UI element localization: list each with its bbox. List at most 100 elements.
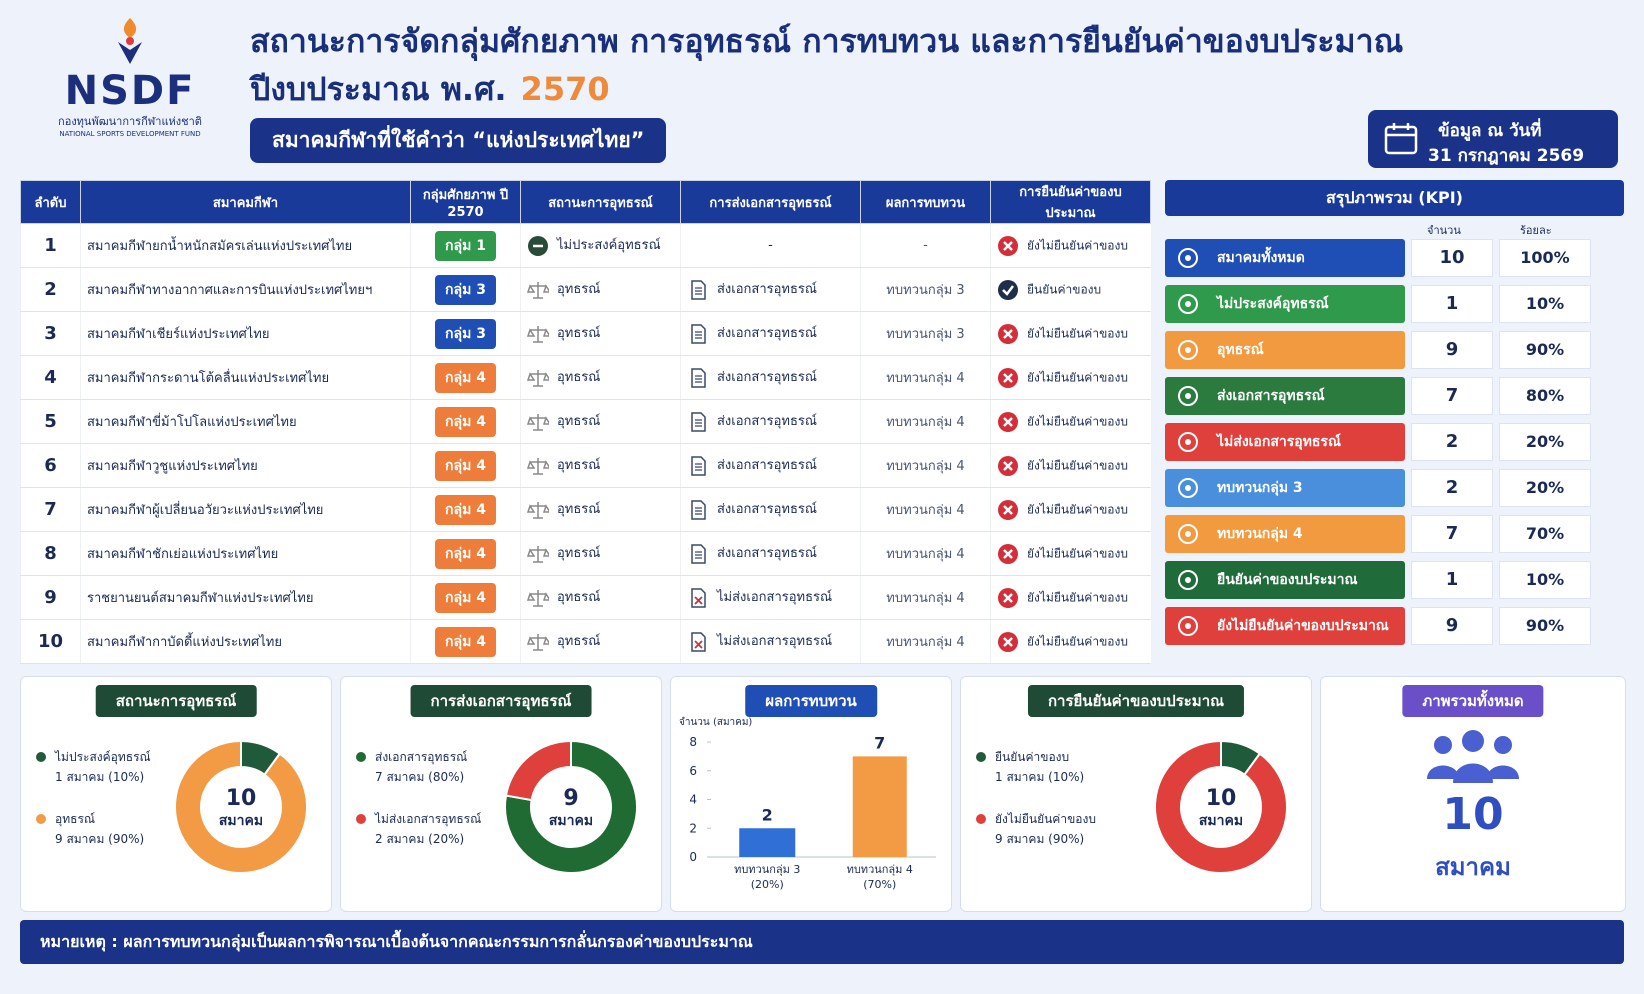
association-name: สมาคมกีฬากาบัดดี้แห่งประเทศไทย (80, 619, 411, 664)
logo: NSDF กองทุนพัฒนาการกีฬาแห่งชาติ NATIONAL… (30, 14, 230, 138)
icon (691, 500, 706, 520)
icon (1178, 524, 1198, 544)
icon (691, 280, 706, 300)
confirmation-cell: ยังไม่ยืนยันค่าของบ (990, 399, 1151, 444)
icon-head (1434, 736, 1452, 754)
calendar-icon (1384, 123, 1418, 155)
x-tick-share: (70%) (863, 878, 896, 891)
kpi-icon (1177, 247, 1207, 269)
row-number: 9 (20, 575, 81, 620)
legend-label: ไม่ประสงค์อุทธรณ์ (54, 750, 151, 765)
x-tick-share: (20%) (751, 878, 784, 891)
title-fiscal: ปีงบประมาณ พ.ศ. (250, 70, 507, 108)
kpi-percent: 100% (1499, 239, 1591, 277)
document-cell: ส่งเอกสารอุทธรณ์ (680, 311, 861, 356)
confirmation-cell: ยังไม่ยืนยันค่าของบ (990, 619, 1151, 664)
appeal-status: อุทธรณ์ (557, 458, 601, 474)
icon-part (1003, 592, 1013, 603)
column-header: สถานะการอุทธรณ์ (520, 180, 681, 224)
icon-part (1178, 248, 1198, 268)
review-cell: ทบทวนกลุ่ม 4 (860, 443, 991, 488)
appeal-status: อุทธรณ์ (557, 546, 601, 562)
document-cell: ไม่ส่งเอกสารอุทธรณ์ (680, 575, 861, 620)
icon (998, 543, 1018, 564)
review-result: ทบทวนกลุ่ม 4 (886, 459, 965, 474)
icon (526, 413, 552, 431)
y-tick-label: 2 (689, 821, 697, 835)
bar (739, 828, 796, 857)
icon-part (1185, 577, 1191, 583)
table-row: 5 สมาคมกีฬาขี่ม้าโปโลแห่งประเทศไทย กลุ่ม 4… (20, 399, 1151, 444)
confirmation-cell: ยืนยันค่าของบ (990, 267, 1151, 312)
appeal-status: อุทธรณ์ (557, 282, 601, 298)
legend-dot (976, 814, 986, 824)
icon (691, 368, 706, 388)
bar-value: 7 (874, 733, 885, 752)
title-line2: ปีงบประมาณ พ.ศ. 2570 (250, 64, 610, 115)
appeal-cell: อุทธรณ์ (520, 443, 681, 488)
group-cell: กลุ่ม 4 (410, 531, 521, 576)
icon-part (1003, 548, 1013, 559)
kpi-row: ทบทวนกลุ่ม 4 7 70% (1165, 514, 1624, 554)
group-badge: กลุ่ม 3 (435, 274, 496, 305)
kpi-icon (1177, 385, 1207, 407)
kpi-label: ไม่ส่งเอกสารอุทธรณ์ (1217, 434, 1341, 450)
icon (691, 588, 706, 608)
icon (998, 587, 1018, 608)
table-row: 1 สมาคมกีฬายกน้ำหนักสมัครเล่นแห่งประเทศไท… (20, 223, 1151, 268)
center-value: 9 (563, 786, 578, 811)
icon-part (526, 501, 552, 519)
icon (691, 324, 706, 344)
appeal-status: อุทธรณ์ (557, 326, 601, 342)
icon (1178, 340, 1198, 360)
donut-chart: ยืนยันค่าของบ 1 สมาคม (10%) ยังไม่ยืนยันค่… (976, 739, 1288, 874)
table-row: 3 สมาคมกีฬาเชียร์แห่งประเทศไทย กลุ่ม 3 อุทธ… (20, 311, 1151, 356)
kpi-percent: 90% (1499, 331, 1591, 369)
icon (691, 456, 706, 476)
legend-label: อุทธรณ์ (55, 812, 95, 827)
document-status: ไม่ส่งเอกสารอุทธรณ์ (717, 590, 833, 606)
association-name: สมาคมกีฬาชักเย่อแห่งประเทศไทย (80, 531, 411, 576)
center-value: 10 (226, 786, 257, 811)
review-result: ทบทวนกลุ่ม 3 (886, 283, 965, 298)
kpi-percent: 70% (1499, 515, 1591, 553)
confirmation-cell: ยังไม่ยืนยันค่าของบ (990, 223, 1151, 268)
kpi-row: สมาคมทั้งหมด 10 100% (1165, 238, 1624, 278)
icon (998, 631, 1018, 652)
kpi-label: ทบทวนกลุ่ม 3 (1217, 480, 1303, 496)
document-cell: - (680, 223, 861, 268)
logo-text: NSDF (64, 68, 196, 114)
icon-part (691, 632, 706, 652)
appeal-cell: อุทธรณ์ (520, 531, 681, 576)
icon-part (1003, 240, 1013, 251)
icon-body (1487, 765, 1519, 779)
kpi-row: ยืนยันค่าของบประมาณ 1 10% (1165, 560, 1624, 600)
kpi-percent: 10% (1499, 285, 1591, 323)
icon (998, 499, 1018, 520)
legend-label: ส่งเอกสารอุทธรณ์ (375, 750, 467, 765)
confirmation-status: ยังไม่ยืนยันค่าของบ (1027, 634, 1128, 648)
date-value: 31 กรกฎาคม 2569 (1428, 146, 1585, 166)
icon (526, 545, 552, 563)
icon-part (526, 281, 552, 299)
association-name: สมาคมกีฬายกน้ำหนักสมัครเล่นแห่งประเทศไทย (80, 223, 411, 268)
group-cell: กลุ่ม 3 (410, 311, 521, 356)
kpi-icon (1177, 293, 1207, 315)
document-cell: ส่งเอกสารอุทธรณ์ (680, 399, 861, 444)
kpi-count: 7 (1411, 515, 1493, 553)
confirmation-status: ยังไม่ยืนยันค่าของบ (1027, 238, 1128, 252)
icon (526, 325, 552, 343)
icon (998, 323, 1018, 344)
kpi-label: สมาคมทั้งหมด (1217, 250, 1305, 266)
kpi-percent: 20% (1499, 423, 1591, 461)
legend-dot (976, 752, 986, 762)
confirmation-cell: ยังไม่ยืนยันค่าของบ (990, 575, 1151, 620)
column-header: การยืนยันค่าของบประมาณ (990, 180, 1151, 224)
association-name: สมาคมกีฬาผู้เปลี่ยนอวัยวะแห่งประเทศไทย (80, 487, 411, 532)
kpi-label-box: อุทธรณ์ (1165, 331, 1405, 369)
y-tick-label: 4 (689, 793, 697, 807)
table-row: 10 สมาคมกีฬากาบัดดี้แห่งประเทศไทย กลุ่ม 4 อ… (20, 619, 1151, 664)
review-cell: ทบทวนกลุ่ม 4 (860, 575, 991, 620)
overview-panel: ภาพรวมทั้งหมด 10 สมาคม (1320, 676, 1626, 912)
emblem-flame (123, 18, 137, 38)
